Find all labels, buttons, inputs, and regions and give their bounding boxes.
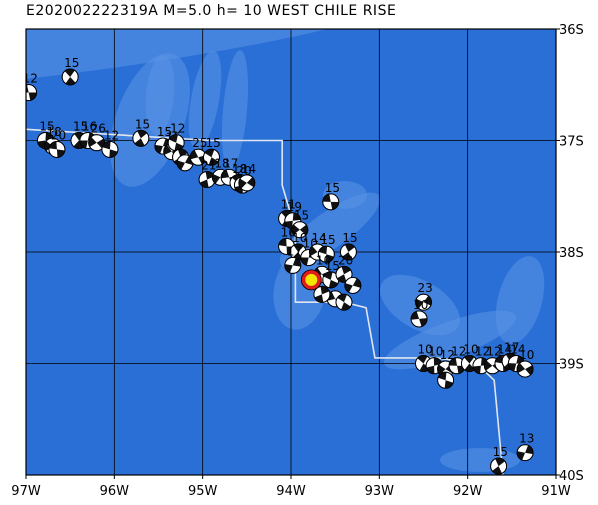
depth-label: 21	[201, 159, 216, 173]
depth-label: 15	[39, 120, 54, 134]
focal-mechanism[interactable]: 20	[335, 253, 353, 283]
depth-label: 10	[519, 348, 534, 362]
depth-label: 19	[287, 200, 302, 214]
focal-mechanism[interactable]: 14	[238, 162, 256, 192]
focal-mechanism[interactable]: 13	[516, 432, 534, 462]
ridge-shape	[188, 50, 222, 150]
depth-label: 18	[47, 125, 62, 139]
depth-label: 10	[413, 298, 428, 312]
depth-label: 20	[338, 253, 353, 267]
depth-label: 10	[428, 345, 443, 359]
focal-mechanism[interactable]: 23	[415, 281, 433, 311]
depth-label: 26	[91, 122, 106, 136]
ridge-shape	[383, 310, 517, 370]
depth-label: 18	[214, 156, 229, 170]
lon-tick-label: 93W	[365, 484, 395, 499]
map-title: E202002222319A M=5.0 h= 10 WEST CHILE RI…	[26, 3, 397, 19]
depth-label: 15	[135, 117, 150, 131]
focal-mechanism[interactable]: 15	[322, 259, 340, 289]
depth-label: 17	[287, 244, 302, 258]
focal-mechanism[interactable]: 20	[48, 128, 66, 158]
depth-label: 18	[232, 162, 247, 176]
focal-mechanism[interactable]: 10	[516, 348, 534, 378]
latitude-ticks: 36S 37S 38S 39S 40S	[556, 23, 584, 484]
ridge-shape	[145, 55, 175, 135]
focal-mechanism[interactable]: 12	[101, 128, 119, 158]
lon-tick-label: 96W	[100, 484, 130, 499]
lon-tick-label: 91W	[541, 484, 571, 499]
depth-label: 10	[316, 253, 331, 267]
focal-mechanism[interactable]: 15	[36, 120, 55, 149]
depth-label: 15	[294, 209, 309, 223]
focal-mechanism[interactable]: 12	[21, 72, 38, 102]
depth-label: 17	[223, 156, 238, 170]
depth-label: 15	[320, 233, 335, 247]
ridge-shape	[495, 256, 545, 344]
depth-label: 14	[510, 343, 525, 357]
longitude-ticks: 97W 96W 95W 94W 93W 92W 91W	[11, 475, 571, 499]
depth-label: 13	[519, 432, 534, 446]
ridge-shape	[440, 448, 520, 472]
depth-label: 15	[325, 181, 340, 195]
lat-tick-label: 36S	[559, 23, 584, 38]
depth-label: 12	[170, 122, 185, 136]
lon-tick-label: 97W	[11, 484, 41, 499]
depth-label: 15	[73, 120, 88, 134]
highlight-core	[305, 273, 318, 286]
focal-mechanism[interactable]	[335, 293, 353, 311]
focal-mechanism[interactable]: 15	[203, 136, 221, 166]
lon-tick-label: 95W	[188, 484, 218, 499]
depth-label: 15	[157, 125, 172, 139]
focal-mechanism[interactable]: 25	[189, 136, 208, 166]
highlight-event[interactable]	[300, 269, 322, 291]
focal-mechanism[interactable]: 10	[410, 298, 428, 328]
depth-label: 12	[486, 345, 501, 359]
focal-mechanism[interactable]: 17	[284, 244, 302, 274]
lat-tick-label: 38S	[559, 246, 584, 261]
focal-mechanism[interactable]: 15	[339, 231, 358, 261]
ridge-shape	[26, 29, 408, 91]
depth-label: 12	[451, 345, 466, 359]
depth-label: 20	[51, 128, 66, 142]
depth-label: 12	[104, 128, 119, 142]
focal-mechanism[interactable]: 15	[291, 209, 309, 239]
lat-tick-label: 40S	[559, 469, 584, 484]
depth-label: 16	[281, 225, 296, 239]
depth-label: 15	[64, 56, 79, 70]
focal-mechanism[interactable]: 15	[132, 117, 150, 147]
depth-label: 12	[475, 345, 490, 359]
focal-mechanism[interactable]	[437, 371, 455, 389]
focal-mechanism[interactable]: 21	[198, 159, 216, 188]
depth-label: 12	[23, 72, 38, 86]
depth-label: 17	[504, 340, 519, 354]
depth-label: 12	[440, 348, 455, 362]
depth-label: 25	[192, 136, 207, 150]
focal-mechanism[interactable]: 17	[220, 156, 238, 186]
lon-tick-label: 92W	[453, 484, 483, 499]
depth-label: 15	[493, 445, 508, 459]
depth-label: 15	[325, 259, 340, 273]
depth-label: 15	[206, 136, 221, 150]
focal-mechanism[interactable]: 15	[490, 445, 508, 475]
depth-label: 10	[292, 231, 307, 245]
lat-tick-label: 39S	[559, 358, 584, 373]
depth-label: 14	[312, 231, 327, 245]
focal-mechanism[interactable]	[344, 277, 362, 294]
depth-label: 23	[418, 281, 433, 295]
lat-tick-label: 37S	[559, 135, 584, 150]
focal-mechanism[interactable]: 15	[322, 181, 340, 211]
lon-tick-label: 94W	[276, 484, 306, 499]
depth-label: 16	[82, 120, 97, 134]
focal-mechanisms: 1215151820151626121515151225152118171820…	[21, 56, 534, 475]
depth-label: 10	[418, 343, 433, 357]
focal-mechanism[interactable]	[313, 285, 331, 303]
focal-mechanism[interactable]: 26	[88, 122, 106, 152]
focal-mechanism[interactable]: 15	[61, 56, 79, 86]
focal-mechanism[interactable]: 15	[317, 233, 336, 263]
depth-label: 15	[342, 231, 357, 245]
depth-label: 11	[281, 198, 296, 212]
depth-label: 10	[463, 343, 478, 357]
depth-label: 14	[241, 162, 256, 176]
